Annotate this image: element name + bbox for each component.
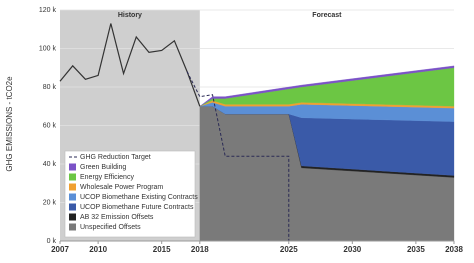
- y-tick-label: 0 k: [47, 238, 57, 245]
- y-axis-label: GHG EMISSIONS - tCO2e: [5, 76, 14, 172]
- x-tick-label: 2038: [445, 245, 463, 254]
- y-tick-label: 100 k: [39, 45, 57, 52]
- legend-label: UCOP Biomethane Future Contracts: [80, 204, 194, 211]
- y-tick-label: 40 k: [43, 161, 57, 168]
- legend-swatch: [69, 173, 76, 181]
- x-tick-label: 2025: [280, 245, 298, 254]
- legend-label: Green Building: [80, 164, 126, 171]
- legend-swatch: [69, 203, 76, 211]
- legend-label: Energy Efficiency: [80, 174, 134, 181]
- x-tick-label: 2015: [153, 245, 171, 254]
- x-tick-label: 2030: [343, 245, 361, 254]
- y-tick-label: 20 k: [43, 199, 57, 206]
- legend-swatch: [69, 193, 76, 201]
- x-tick-label: 2010: [89, 245, 107, 254]
- x-tick-label: 2018: [191, 245, 209, 254]
- y-tick-label: 120 k: [39, 7, 57, 14]
- legend-box: [64, 150, 196, 238]
- x-tick-label: 2035: [407, 245, 425, 254]
- history-line: [59, 23, 201, 107]
- legend-label: GHG Reduction Target: [80, 154, 151, 161]
- history-label: History: [118, 12, 142, 19]
- legend-label: AB 32 Emission Offsets: [80, 214, 154, 221]
- legend: GHG Reduction Target Green Building Energy…: [64, 150, 198, 238]
- legend-label: Unspecified Offsets: [80, 224, 141, 231]
- legend-swatch: [69, 223, 76, 231]
- area: [199, 65, 455, 107]
- legend-swatch: [69, 183, 76, 191]
- legend-label: Wholesale Power Program: [80, 184, 163, 191]
- legend-label: UCOP Biomethane Existing Contracts: [80, 194, 198, 201]
- y-tick-label: 80 k: [43, 84, 57, 91]
- legend-swatch: [69, 163, 76, 171]
- forecast-label: Forecast: [312, 12, 342, 19]
- x-tick-label: 2007: [51, 245, 69, 254]
- legend-swatch: [69, 213, 76, 221]
- y-tick-label: 60 k: [43, 122, 57, 129]
